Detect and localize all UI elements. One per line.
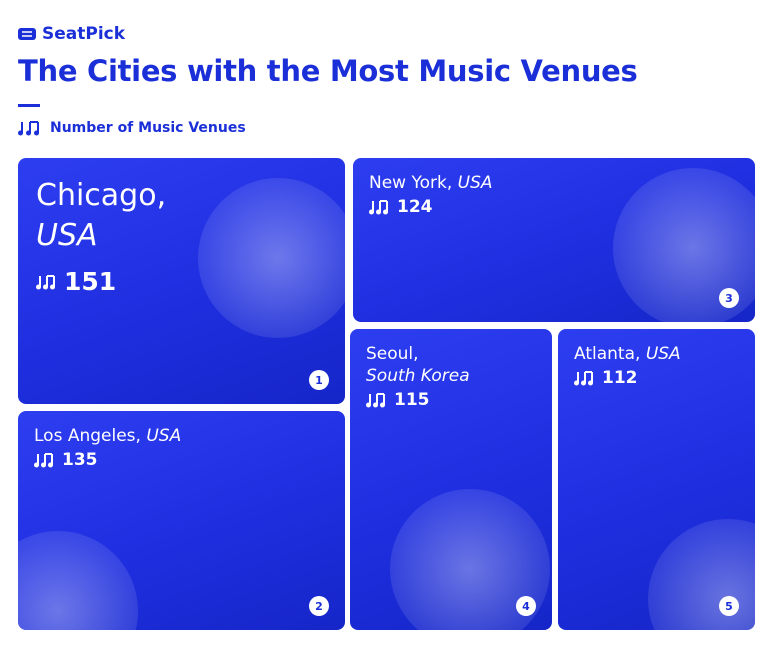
legend-label: Number of Music Venues xyxy=(50,120,246,136)
country-name: USA xyxy=(146,426,182,446)
rank-badge: 3 xyxy=(719,288,739,308)
rank-badge: 1 xyxy=(309,370,329,390)
legend: Number of Music Venues xyxy=(18,120,246,136)
city-line: Los Angeles, USA xyxy=(34,425,181,447)
venue-count: 112 xyxy=(574,367,681,389)
city-tile: Seoul, South Korea 115 4 xyxy=(350,329,552,630)
tile-header: New York, USA 124 xyxy=(369,172,493,218)
city-name: Los Angeles, xyxy=(34,426,141,446)
venue-count-value: 151 xyxy=(64,267,117,296)
venue-count-value: 112 xyxy=(602,368,638,388)
rank-badge: 4 xyxy=(516,596,536,616)
city-tile: Los Angeles, USA 135 2 xyxy=(18,411,345,630)
city-tile: New York, USA 124 3 xyxy=(353,158,755,322)
city-name: New York, xyxy=(369,173,453,193)
spotlight-glow xyxy=(198,178,345,338)
country-name: USA xyxy=(457,173,493,193)
city-name: Atlanta, xyxy=(574,344,641,364)
tile-header: Los Angeles, USA 135 xyxy=(34,425,181,471)
notes-icon xyxy=(18,121,39,136)
brand: SeatPick xyxy=(18,24,125,44)
notes-icon xyxy=(574,371,593,386)
venue-count-value: 135 xyxy=(62,450,98,470)
tile-header: Chicago, USA 151 xyxy=(36,176,166,302)
brand-icon xyxy=(18,28,36,40)
city-tile: Atlanta, USA 112 5 xyxy=(558,329,755,630)
city-name: Chicago, xyxy=(36,178,167,213)
city-line: Seoul, xyxy=(366,343,470,365)
venue-count: 135 xyxy=(34,449,181,471)
notes-icon xyxy=(366,393,385,408)
country-name: USA xyxy=(645,344,681,364)
city-line: Atlanta, USA xyxy=(574,343,681,365)
venue-count-value: 124 xyxy=(397,197,433,217)
title-rule xyxy=(18,104,40,107)
notes-icon xyxy=(369,200,388,215)
title: The Cities with the Most Music Venues xyxy=(18,54,638,88)
brand-name: SeatPick xyxy=(42,24,126,44)
country-line: South Korea xyxy=(366,365,470,387)
venue-count: 115 xyxy=(366,389,470,411)
country-line: USA xyxy=(36,216,166,256)
notes-icon xyxy=(34,453,53,468)
spotlight-glow xyxy=(648,519,755,630)
country-name: South Korea xyxy=(366,366,470,386)
venue-count: 151 xyxy=(36,262,166,302)
tile-header: Atlanta, USA 112 xyxy=(574,343,681,389)
city-line: Chicago, xyxy=(36,176,166,216)
city-tile: Chicago, USA 151 1 xyxy=(18,158,345,404)
venue-count-value: 115 xyxy=(394,390,430,410)
city-name: Seoul, xyxy=(366,344,419,364)
notes-icon xyxy=(36,275,55,290)
city-line: New York, USA xyxy=(369,172,493,194)
venue-count: 124 xyxy=(369,196,493,218)
rank-badge: 5 xyxy=(719,596,739,616)
spotlight-glow xyxy=(18,531,138,630)
rank-badge: 2 xyxy=(309,596,329,616)
country-name: USA xyxy=(36,218,98,253)
tile-header: Seoul, South Korea 115 xyxy=(366,343,470,411)
